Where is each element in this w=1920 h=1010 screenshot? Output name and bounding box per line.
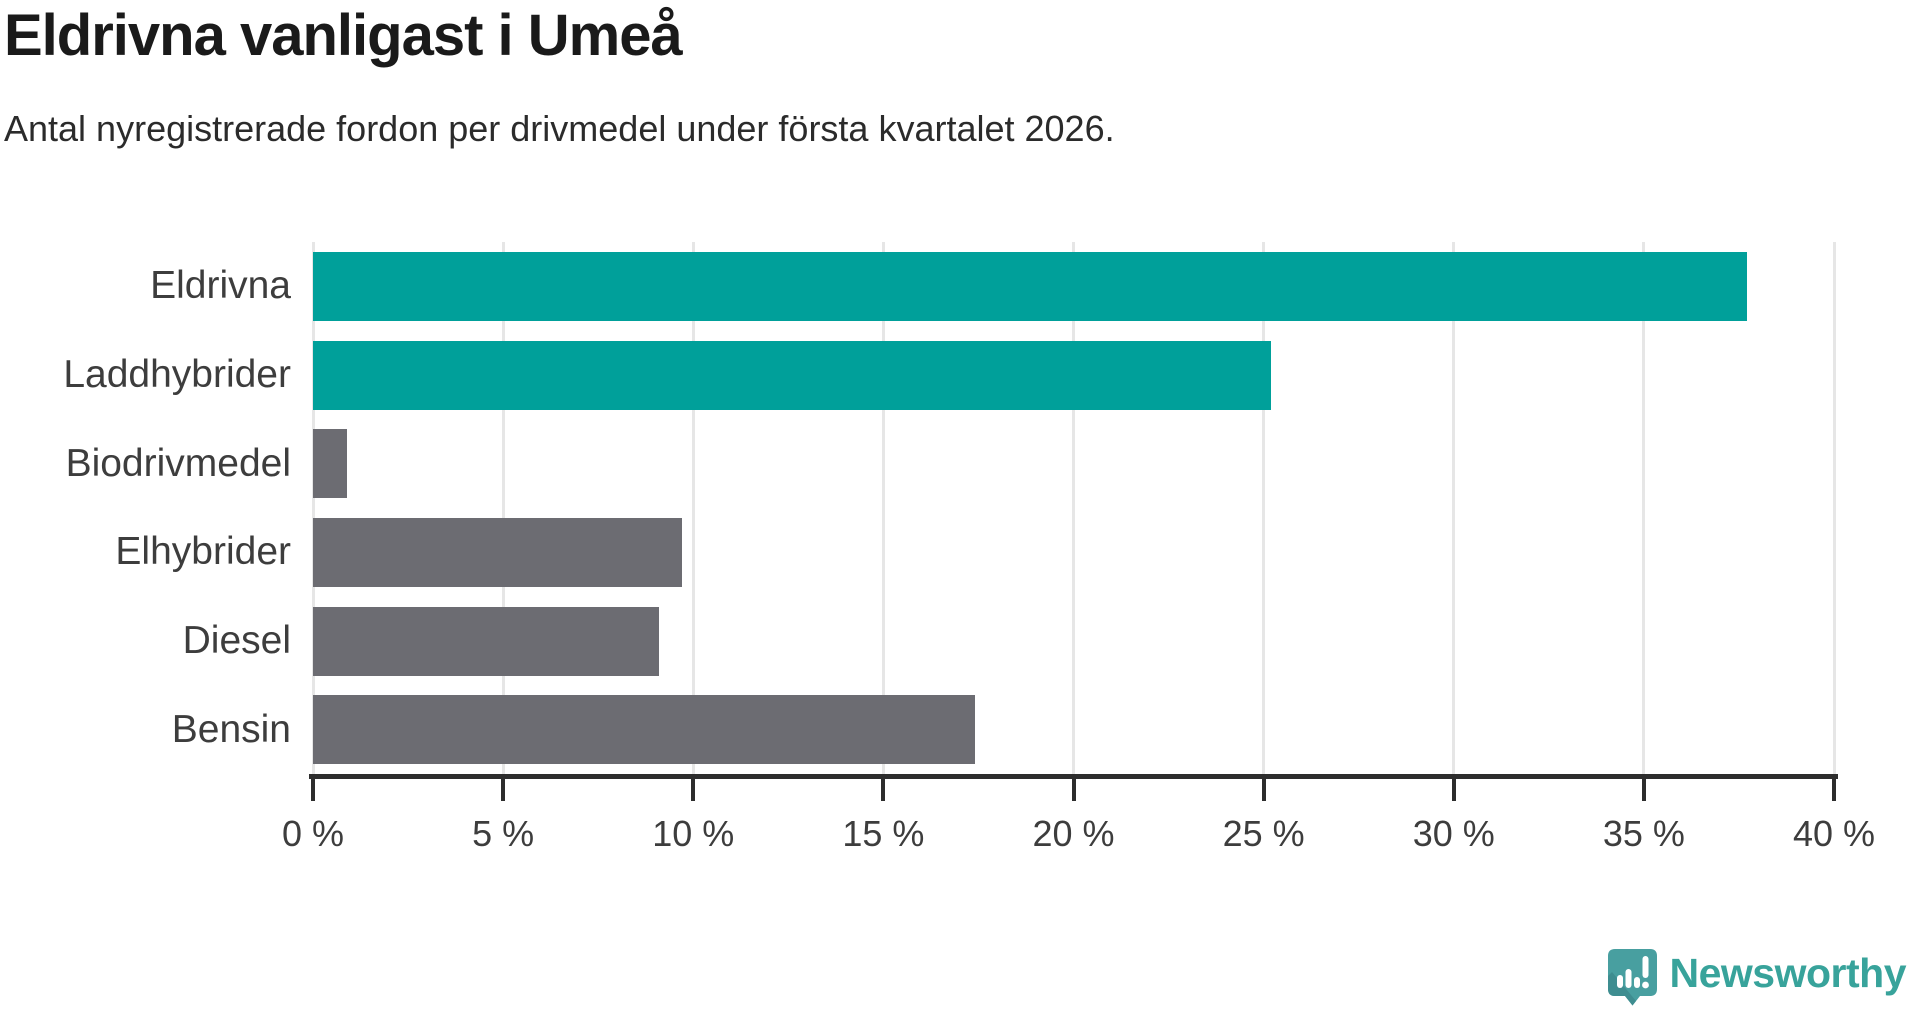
- tick-mark-30: [1451, 774, 1456, 801]
- category-label-elhybrider: Elhybrider: [115, 530, 291, 574]
- bar-eldrivna: [313, 251, 1747, 321]
- category-label-eldrivna: Eldrivna: [150, 264, 291, 308]
- tick-label-15: 15 %: [842, 813, 925, 854]
- newsworthy-logo-icon: [1607, 949, 1657, 1006]
- tick-mark-0: [311, 774, 315, 801]
- gridline-5: [501, 242, 505, 774]
- tick-label-20: 20 %: [1032, 813, 1115, 854]
- gridline-30: [1452, 242, 1456, 774]
- tick-label-10: 10 %: [652, 813, 735, 854]
- gridline-40: [1832, 242, 1836, 774]
- newsworthy-logo: Newsworthy: [1607, 948, 1907, 1006]
- bar-diesel: [313, 606, 660, 676]
- category-label-laddhybrider: Laddhybrider: [63, 352, 291, 396]
- chart-title: Eldrivna vanligast i Umeå: [4, 3, 683, 68]
- gridline-25: [1262, 242, 1266, 774]
- category-label-biodrivmedel: Biodrivmedel: [65, 441, 291, 485]
- bar-laddhybrider: [313, 340, 1272, 410]
- tick-mark-5: [501, 774, 506, 801]
- gridline-35: [1642, 242, 1646, 774]
- tick-mark-10: [691, 774, 696, 801]
- tick-mark-25: [1261, 774, 1266, 801]
- category-label-diesel: Diesel: [182, 618, 291, 662]
- bar-bensin: [313, 695, 975, 765]
- tick-label-40: 40 %: [1792, 813, 1876, 854]
- tick-mark-20: [1071, 774, 1076, 801]
- tick-mark-40: [1832, 774, 1836, 801]
- tick-label-5: 5 %: [472, 813, 535, 854]
- tick-label-0: 0 %: [281, 813, 345, 854]
- gridline-10: [691, 242, 695, 774]
- chart-subtitle: Antal nyregistrerade fordon per drivmede…: [4, 108, 1115, 149]
- category-label-bensin: Bensin: [171, 707, 291, 751]
- bar-biodrivmedel: [313, 429, 348, 499]
- gridline-0: [311, 242, 315, 774]
- tick-label-25: 25 %: [1222, 813, 1305, 854]
- tick-label-35: 35 %: [1602, 813, 1685, 854]
- tick-label-30: 30 %: [1412, 813, 1495, 854]
- gridline-20: [1072, 242, 1075, 774]
- tick-mark-15: [881, 774, 886, 801]
- tick-mark-35: [1641, 774, 1646, 801]
- newsworthy-logo-text: Newsworthy: [1669, 949, 1907, 996]
- bar-elhybrider: [313, 517, 682, 587]
- gridline-15: [881, 242, 885, 774]
